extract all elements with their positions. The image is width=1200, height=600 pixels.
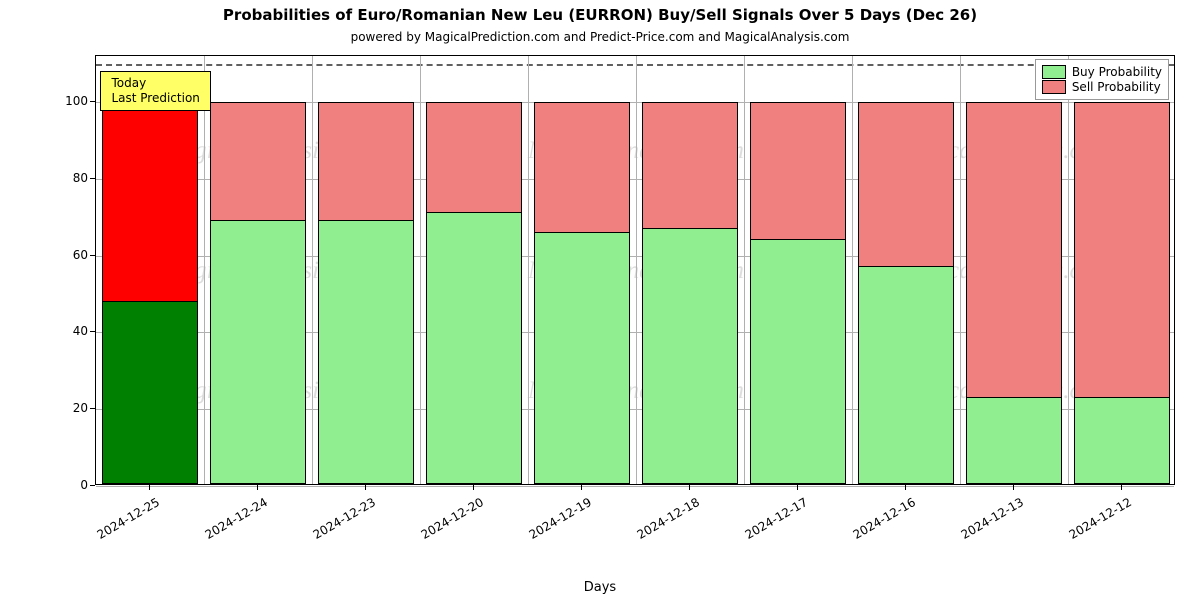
x-tick-label: 2024-12-13	[924, 495, 1026, 562]
y-tick-label: 100	[8, 94, 88, 108]
y-tick-mark	[90, 255, 95, 256]
bar-sell	[642, 102, 737, 229]
chart-subtitle: powered by MagicalPrediction.com and Pre…	[0, 30, 1200, 44]
legend-swatch	[1042, 65, 1066, 79]
gridline-v	[1068, 56, 1069, 484]
x-tick-label: 2024-12-19	[492, 495, 594, 562]
gridline-v	[744, 56, 745, 484]
y-tick-mark	[90, 178, 95, 179]
bar-buy	[642, 227, 737, 484]
x-tick-mark	[797, 485, 798, 490]
bar-buy	[1074, 396, 1169, 484]
y-tick-mark	[90, 331, 95, 332]
x-tick-label: 2024-12-17	[708, 495, 810, 562]
x-tick-label: 2024-12-20	[384, 495, 486, 562]
annot-line1: Today	[111, 76, 199, 91]
legend-label: Sell Probability	[1072, 80, 1161, 94]
y-tick-label: 80	[8, 171, 88, 185]
x-tick-mark	[1013, 485, 1014, 490]
x-tick-mark	[473, 485, 474, 490]
y-tick-label: 0	[8, 478, 88, 492]
y-tick-label: 40	[8, 324, 88, 338]
legend: Buy ProbabilitySell Probability	[1035, 59, 1169, 100]
x-tick-mark	[1121, 485, 1122, 490]
x-tick-mark	[149, 485, 150, 490]
x-tick-label: 2024-12-24	[168, 495, 270, 562]
legend-swatch	[1042, 80, 1066, 94]
x-tick-mark	[905, 485, 906, 490]
chart-container: Probabilities of Euro/Romanian New Leu (…	[0, 0, 1200, 600]
bar-sell	[966, 102, 1061, 398]
plot-area: MagicalAnalysis.comMagicalAnalysis.comMa…	[95, 55, 1175, 485]
bar-sell	[750, 102, 845, 240]
bar-buy	[858, 265, 953, 484]
bar-sell	[426, 102, 521, 213]
gridline-v	[636, 56, 637, 484]
x-tick-mark	[581, 485, 582, 490]
bar-sell	[318, 102, 413, 221]
y-tick-mark	[90, 101, 95, 102]
chart-title: Probabilities of Euro/Romanian New Leu (…	[0, 6, 1200, 24]
y-tick-mark	[90, 408, 95, 409]
x-tick-mark	[257, 485, 258, 490]
x-tick-label: 2024-12-25	[60, 495, 162, 562]
x-tick-mark	[365, 485, 366, 490]
bar-sell	[1074, 102, 1169, 398]
today-annotation: TodayLast Prediction	[100, 71, 210, 111]
annot-line2: Last Prediction	[111, 91, 199, 106]
y-tick-label: 20	[8, 401, 88, 415]
gridline-v	[960, 56, 961, 484]
bar-sell	[534, 102, 629, 233]
gridline-v	[204, 56, 205, 484]
bar-buy	[318, 219, 413, 484]
gridline-v	[528, 56, 529, 484]
bar-buy	[426, 211, 521, 484]
bar-buy	[210, 219, 305, 484]
x-tick-label: 2024-12-23	[276, 495, 378, 562]
x-tick-label: 2024-12-12	[1032, 495, 1134, 562]
gridline-v	[420, 56, 421, 484]
x-tick-mark	[689, 485, 690, 490]
bar-sell	[102, 102, 197, 302]
y-tick-label: 60	[8, 248, 88, 262]
legend-label: Buy Probability	[1072, 65, 1162, 79]
x-tick-label: 2024-12-16	[816, 495, 918, 562]
bar-sell	[210, 102, 305, 221]
bar-buy	[966, 396, 1061, 484]
gridline-v	[312, 56, 313, 484]
bar-buy	[102, 300, 197, 484]
bar-sell	[858, 102, 953, 267]
bar-buy	[534, 231, 629, 484]
gridline-v	[852, 56, 853, 484]
x-axis-label: Days	[0, 580, 1200, 595]
y-tick-mark	[90, 485, 95, 486]
legend-item: Buy Probability	[1042, 65, 1162, 79]
bar-buy	[750, 238, 845, 484]
x-tick-label: 2024-12-18	[600, 495, 702, 562]
legend-item: Sell Probability	[1042, 80, 1162, 94]
